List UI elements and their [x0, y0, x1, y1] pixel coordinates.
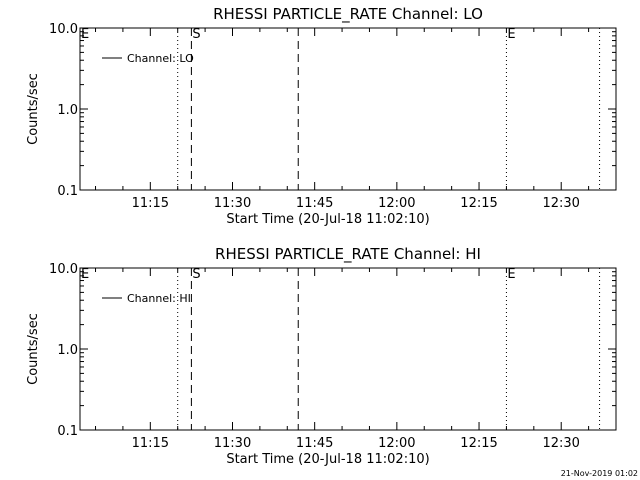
y-axis-label: Counts/sec	[26, 73, 41, 145]
x-tick-label: 12:15	[460, 196, 497, 211]
x-tick-label: 11:45	[296, 436, 333, 451]
chart-panel-1: RHESSI PARTICLE_RATE Channel: LO 10.0 1.0 0…	[26, 5, 617, 227]
y-tick-label: 1.0	[57, 343, 78, 358]
y-tick-label: 0.1	[57, 184, 78, 199]
marker-label: E	[507, 27, 515, 42]
marker-label: S	[192, 267, 200, 282]
x-tick-label: 11:30	[214, 436, 251, 451]
x-tick-label: 12:30	[542, 436, 579, 451]
x-tick-label: 12:00	[378, 436, 415, 451]
y-axis-label: Counts/sec	[26, 313, 41, 385]
marker-label: E	[507, 267, 515, 282]
y-tick-label: 0.1	[57, 424, 78, 439]
x-axis-label: Start Time (20-Jul-18 11:02:10)	[226, 212, 429, 227]
x-tick-label: 11:45	[296, 196, 333, 211]
legend-label: Channel: HI	[127, 292, 191, 305]
y-tick-label: 10.0	[49, 262, 78, 277]
x-tick-label: 11:15	[132, 436, 169, 451]
legend-label: Channel: LO	[127, 52, 194, 65]
x-tick-label: 11:15	[132, 196, 169, 211]
chart-title: RHESSI PARTICLE_RATE Channel: HI	[215, 245, 481, 264]
y-tick-label: 10.0	[49, 22, 78, 37]
x-tick-label: 11:30	[214, 196, 251, 211]
y-tick-label: 1.0	[57, 103, 78, 118]
x-axis-label: Start Time (20-Jul-18 11:02:10)	[226, 452, 429, 467]
x-tick-label: 12:30	[542, 196, 579, 211]
chart-title: RHESSI PARTICLE_RATE Channel: LO	[213, 5, 483, 24]
x-tick-label: 12:15	[460, 436, 497, 451]
chart-panel-2: RHESSI PARTICLE_RATE Channel: HI 10.0 1.0 0…	[26, 245, 617, 467]
x-tick-label: 12:00	[378, 196, 415, 211]
footer-timestamp: 21-Nov-2019 01:02	[560, 469, 638, 478]
marker-label: E	[81, 27, 89, 42]
marker-label: S	[192, 27, 200, 42]
marker-label: E	[81, 267, 89, 282]
